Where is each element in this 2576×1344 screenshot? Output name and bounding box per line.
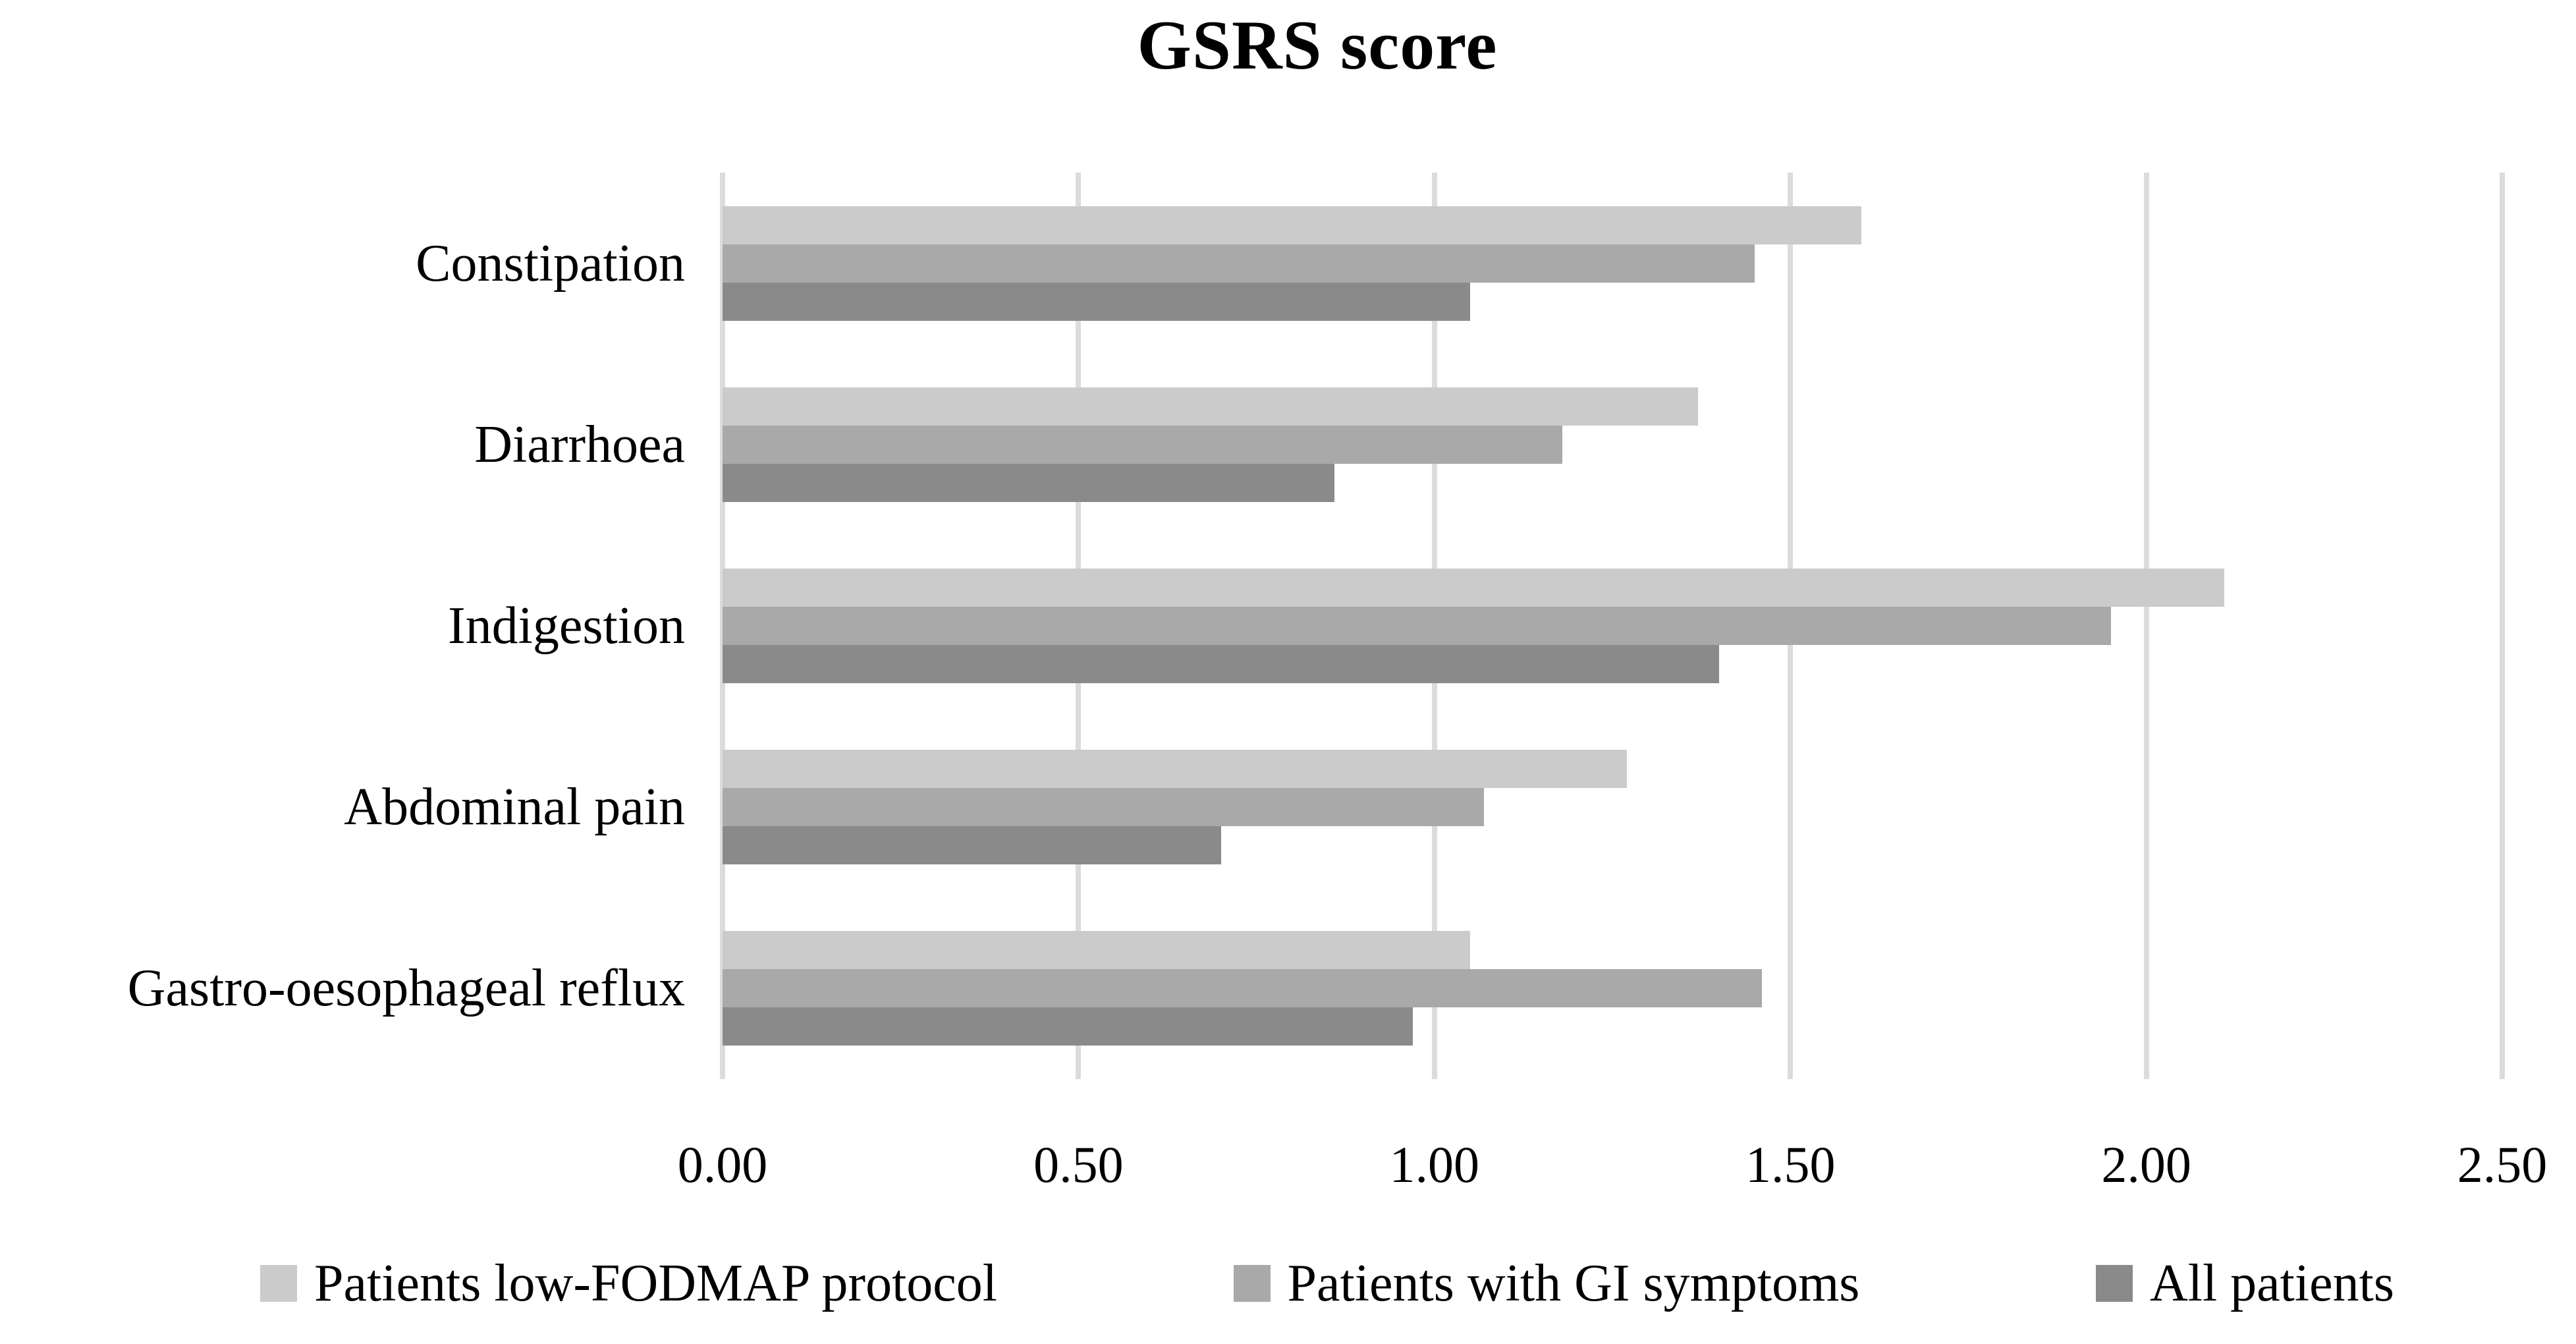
bar: [723, 206, 1862, 244]
category-label: Indigestion: [448, 597, 685, 655]
legend-item: All patients: [2095, 1252, 2394, 1315]
bar: [723, 607, 2111, 645]
legend-item: Patients with GI symptoms: [1233, 1252, 1860, 1315]
bar: [723, 387, 1698, 426]
category-label: Diarrhoea: [474, 415, 685, 474]
category-label: Gastro-oesophageal reflux: [127, 959, 685, 1018]
x-tick-label: 2.50: [2457, 1136, 2548, 1193]
bar: [723, 969, 1762, 1008]
legend-item: Patients low-FODMAP protocol: [260, 1252, 997, 1315]
bar: [723, 282, 1470, 321]
x-tick-label: 1.50: [1745, 1136, 1836, 1193]
category-label: Abdominal pain: [344, 778, 685, 837]
legend: Patients low-FODMAP protocol Patients wit…: [260, 1250, 2394, 1316]
bar: [723, 463, 1335, 502]
legend-swatch-icon: [2095, 1265, 2133, 1302]
chart-title: GSRS score: [1137, 7, 1498, 84]
legend-label: Patients with GI symptoms: [1287, 1254, 1860, 1312]
gridline: [2143, 173, 2149, 1079]
legend-label: Patients low-FODMAP protocol: [314, 1254, 998, 1312]
bar: [723, 569, 2225, 607]
bar: [723, 425, 1563, 464]
bar: [723, 750, 1627, 789]
category-label: Constipation: [416, 234, 685, 293]
legend-swatch-icon: [260, 1265, 297, 1302]
bar: [723, 645, 1720, 683]
bar: [723, 788, 1485, 827]
gridline: [2500, 173, 2505, 1079]
bar: [723, 244, 1755, 283]
legend-swatch-icon: [1233, 1265, 1271, 1302]
plot-area: [720, 173, 2505, 1079]
x-tick-label: 0.50: [1033, 1136, 1124, 1193]
bar: [723, 1007, 1413, 1046]
x-tick-label: 2.00: [2101, 1136, 2191, 1193]
bar: [723, 826, 1221, 865]
x-tick-label: 0.00: [677, 1136, 768, 1193]
x-tick-label: 1.00: [1389, 1136, 1480, 1193]
bar: [723, 931, 1470, 970]
legend-label: All patients: [2149, 1254, 2394, 1312]
